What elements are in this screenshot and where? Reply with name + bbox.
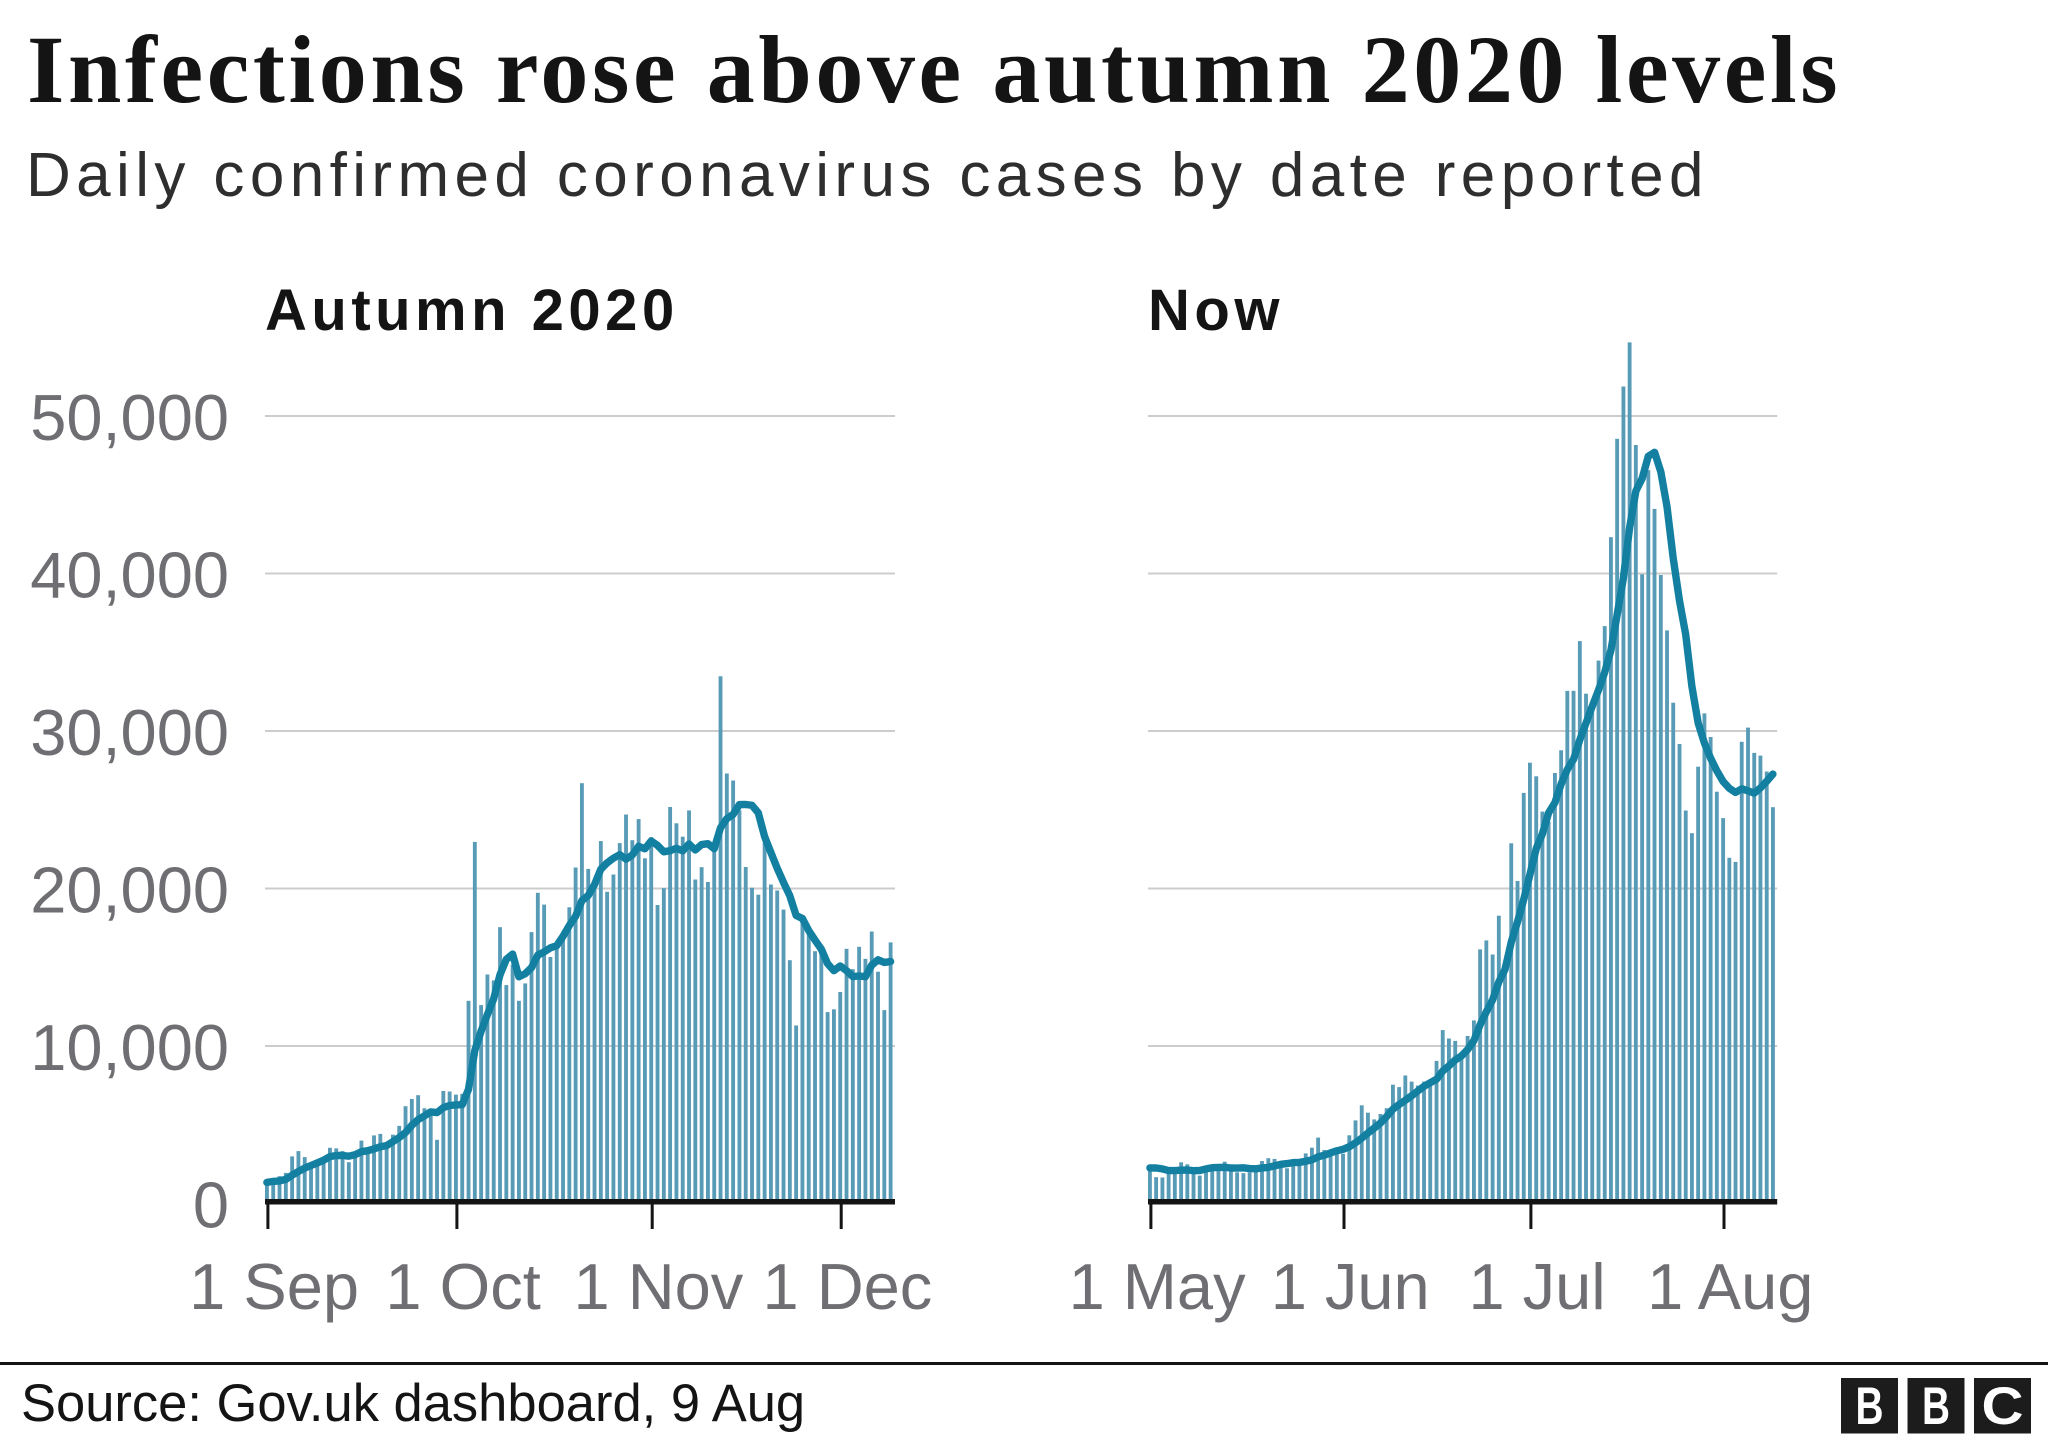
svg-text:Infections rose above autumn 2: Infections rose above autumn 2020 levels (27, 16, 1841, 123)
svg-text:50,000: 50,000 (30, 381, 229, 454)
svg-text:Autumn 2020: Autumn 2020 (265, 278, 679, 343)
svg-text:Now: Now (1148, 278, 1284, 343)
svg-text:30,000: 30,000 (30, 696, 229, 769)
svg-text:1 Sep: 1 Sep (189, 1250, 359, 1323)
svg-text:10,000: 10,000 (30, 1011, 229, 1084)
svg-text:Daily confirmed coronavirus ca: Daily confirmed coronavirus cases by dat… (26, 141, 1709, 210)
svg-text:1 Aug: 1 Aug (1647, 1250, 1813, 1323)
svg-text:1 Dec: 1 Dec (762, 1250, 932, 1323)
svg-text:B: B (1856, 1377, 1884, 1436)
svg-text:0: 0 (193, 1169, 229, 1242)
svg-text:B: B (1922, 1377, 1950, 1436)
svg-text:1 Nov: 1 Nov (573, 1250, 743, 1323)
svg-text:1 Jun: 1 Jun (1271, 1250, 1430, 1323)
svg-text:C: C (1982, 1377, 2024, 1436)
svg-text:Source: Gov.uk dashboard, 9 Au: Source: Gov.uk dashboard, 9 Aug (21, 1374, 805, 1433)
svg-text:1 Jul: 1 Jul (1468, 1250, 1605, 1323)
svg-text:1 Oct: 1 Oct (385, 1250, 540, 1323)
svg-text:40,000: 40,000 (30, 539, 229, 612)
svg-text:1 May: 1 May (1069, 1250, 1247, 1323)
svg-text:20,000: 20,000 (30, 854, 229, 927)
